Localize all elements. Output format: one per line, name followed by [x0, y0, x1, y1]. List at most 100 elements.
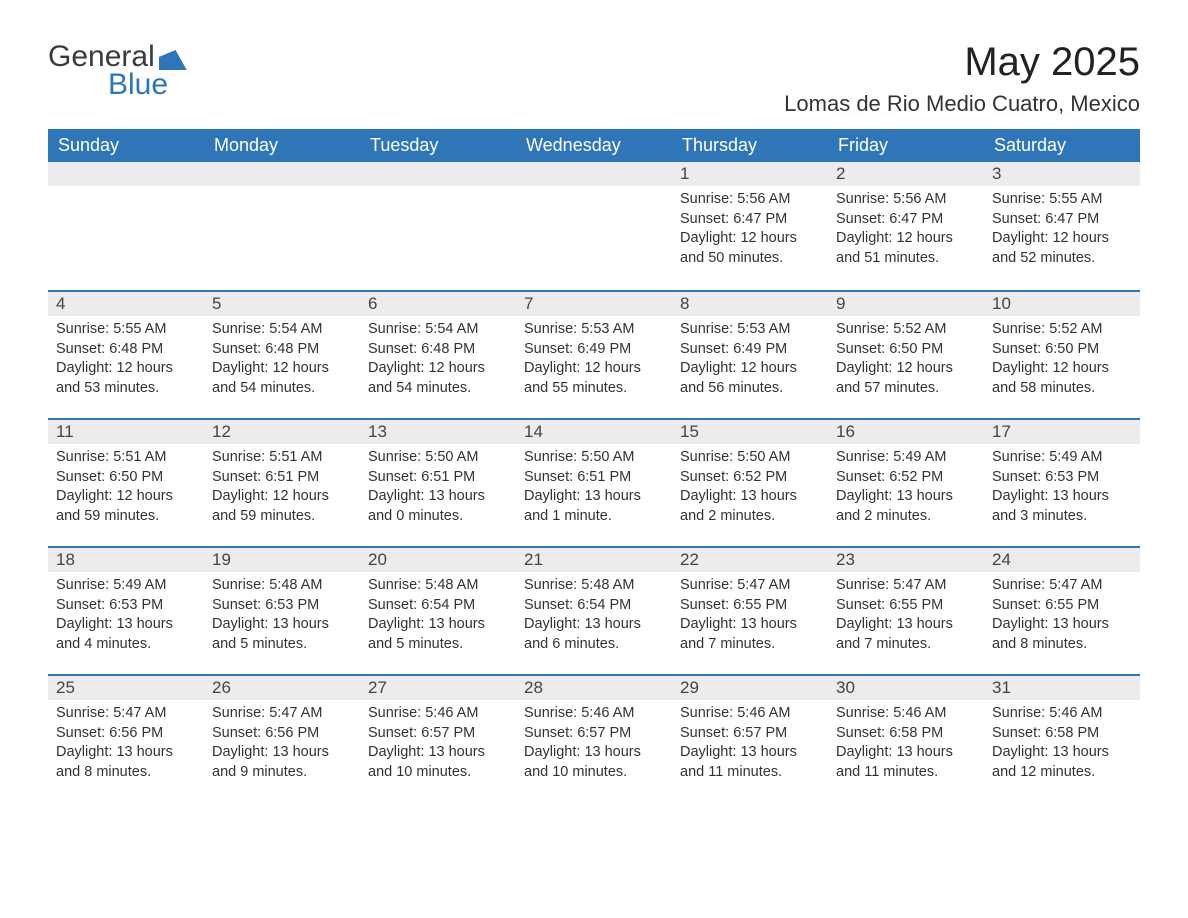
day-number: 30: [828, 674, 984, 700]
calendar-day: 20Sunrise: 5:48 AMSunset: 6:54 PMDayligh…: [360, 546, 516, 674]
calendar-day: 3Sunrise: 5:55 AMSunset: 6:47 PMDaylight…: [984, 162, 1140, 290]
calendar-day-empty: [204, 162, 360, 290]
calendar-day: 27Sunrise: 5:46 AMSunset: 6:57 PMDayligh…: [360, 674, 516, 802]
day-number: 28: [516, 674, 672, 700]
day-details: Sunrise: 5:55 AMSunset: 6:47 PMDaylight:…: [984, 186, 1140, 276]
calendar-week: 11Sunrise: 5:51 AMSunset: 6:50 PMDayligh…: [48, 418, 1140, 546]
calendar-day: 7Sunrise: 5:53 AMSunset: 6:49 PMDaylight…: [516, 290, 672, 418]
day-number: 29: [672, 674, 828, 700]
day-number: 2: [828, 162, 984, 186]
weekday-wednesday: Wednesday: [516, 129, 672, 162]
day-number: 14: [516, 418, 672, 444]
day-number: 24: [984, 546, 1140, 572]
day-details: Sunrise: 5:50 AMSunset: 6:51 PMDaylight:…: [360, 444, 516, 534]
calendar-day-empty: [516, 162, 672, 290]
weekday-friday: Friday: [828, 129, 984, 162]
day-details: Sunrise: 5:47 AMSunset: 6:55 PMDaylight:…: [672, 572, 828, 662]
calendar-day: 16Sunrise: 5:49 AMSunset: 6:52 PMDayligh…: [828, 418, 984, 546]
calendar-day: 17Sunrise: 5:49 AMSunset: 6:53 PMDayligh…: [984, 418, 1140, 546]
day-number: 19: [204, 546, 360, 572]
calendar-day: 23Sunrise: 5:47 AMSunset: 6:55 PMDayligh…: [828, 546, 984, 674]
day-details: Sunrise: 5:48 AMSunset: 6:53 PMDaylight:…: [204, 572, 360, 662]
calendar-week: 1Sunrise: 5:56 AMSunset: 6:47 PMDaylight…: [48, 162, 1140, 290]
day-details: Sunrise: 5:46 AMSunset: 6:57 PMDaylight:…: [672, 700, 828, 790]
day-details: Sunrise: 5:47 AMSunset: 6:55 PMDaylight:…: [984, 572, 1140, 662]
day-number: 9: [828, 290, 984, 316]
day-number: 10: [984, 290, 1140, 316]
weekday-thursday: Thursday: [672, 129, 828, 162]
calendar-week: 25Sunrise: 5:47 AMSunset: 6:56 PMDayligh…: [48, 674, 1140, 802]
day-details: Sunrise: 5:51 AMSunset: 6:50 PMDaylight:…: [48, 444, 204, 534]
day-details: Sunrise: 5:54 AMSunset: 6:48 PMDaylight:…: [360, 316, 516, 406]
day-details: Sunrise: 5:46 AMSunset: 6:58 PMDaylight:…: [828, 700, 984, 790]
day-number: 20: [360, 546, 516, 572]
calendar-day: 22Sunrise: 5:47 AMSunset: 6:55 PMDayligh…: [672, 546, 828, 674]
day-details: Sunrise: 5:56 AMSunset: 6:47 PMDaylight:…: [672, 186, 828, 276]
day-number: 1: [672, 162, 828, 186]
day-details: Sunrise: 5:47 AMSunset: 6:55 PMDaylight:…: [828, 572, 984, 662]
day-details: Sunrise: 5:49 AMSunset: 6:52 PMDaylight:…: [828, 444, 984, 534]
day-number: 25: [48, 674, 204, 700]
day-number: 31: [984, 674, 1140, 700]
day-number: 3: [984, 162, 1140, 186]
calendar-day: 6Sunrise: 5:54 AMSunset: 6:48 PMDaylight…: [360, 290, 516, 418]
day-details: Sunrise: 5:47 AMSunset: 6:56 PMDaylight:…: [48, 700, 204, 790]
weekday-monday: Monday: [204, 129, 360, 162]
logo-text-2: Blue: [108, 68, 168, 102]
day-details: Sunrise: 5:46 AMSunset: 6:57 PMDaylight:…: [360, 700, 516, 790]
calendar-day: 24Sunrise: 5:47 AMSunset: 6:55 PMDayligh…: [984, 546, 1140, 674]
day-details: Sunrise: 5:55 AMSunset: 6:48 PMDaylight:…: [48, 316, 204, 406]
logo-triangle-icon: [159, 50, 187, 70]
calendar-day: 30Sunrise: 5:46 AMSunset: 6:58 PMDayligh…: [828, 674, 984, 802]
title-block: May 2025 Lomas de Rio Medio Cuatro, Mexi…: [784, 40, 1140, 117]
header: General Blue May 2025 Lomas de Rio Medio…: [48, 40, 1140, 117]
day-number: 13: [360, 418, 516, 444]
calendar-day-empty: [360, 162, 516, 290]
day-number: 15: [672, 418, 828, 444]
calendar-body: 1Sunrise: 5:56 AMSunset: 6:47 PMDaylight…: [48, 162, 1140, 802]
day-number: 5: [204, 290, 360, 316]
day-details: Sunrise: 5:48 AMSunset: 6:54 PMDaylight:…: [360, 572, 516, 662]
calendar-day: 10Sunrise: 5:52 AMSunset: 6:50 PMDayligh…: [984, 290, 1140, 418]
day-details: Sunrise: 5:49 AMSunset: 6:53 PMDaylight:…: [48, 572, 204, 662]
day-number: 4: [48, 290, 204, 316]
calendar-day: 4Sunrise: 5:55 AMSunset: 6:48 PMDaylight…: [48, 290, 204, 418]
day-details: Sunrise: 5:47 AMSunset: 6:56 PMDaylight:…: [204, 700, 360, 790]
day-number: 23: [828, 546, 984, 572]
day-details: Sunrise: 5:48 AMSunset: 6:54 PMDaylight:…: [516, 572, 672, 662]
day-number: 7: [516, 290, 672, 316]
calendar-day: 29Sunrise: 5:46 AMSunset: 6:57 PMDayligh…: [672, 674, 828, 802]
location: Lomas de Rio Medio Cuatro, Mexico: [784, 91, 1140, 117]
month-title: May 2025: [784, 40, 1140, 85]
calendar-day: 2Sunrise: 5:56 AMSunset: 6:47 PMDaylight…: [828, 162, 984, 290]
calendar-day: 19Sunrise: 5:48 AMSunset: 6:53 PMDayligh…: [204, 546, 360, 674]
day-number: 17: [984, 418, 1140, 444]
calendar-day: 5Sunrise: 5:54 AMSunset: 6:48 PMDaylight…: [204, 290, 360, 418]
day-details: Sunrise: 5:46 AMSunset: 6:57 PMDaylight:…: [516, 700, 672, 790]
calendar-day-empty: [48, 162, 204, 290]
weekday-saturday: Saturday: [984, 129, 1140, 162]
day-number: 6: [360, 290, 516, 316]
day-details: Sunrise: 5:49 AMSunset: 6:53 PMDaylight:…: [984, 444, 1140, 534]
day-details: Sunrise: 5:52 AMSunset: 6:50 PMDaylight:…: [828, 316, 984, 406]
calendar-day: 28Sunrise: 5:46 AMSunset: 6:57 PMDayligh…: [516, 674, 672, 802]
calendar-day: 12Sunrise: 5:51 AMSunset: 6:51 PMDayligh…: [204, 418, 360, 546]
day-number: 18: [48, 546, 204, 572]
day-number: 8: [672, 290, 828, 316]
calendar-day: 14Sunrise: 5:50 AMSunset: 6:51 PMDayligh…: [516, 418, 672, 546]
calendar-day: 13Sunrise: 5:50 AMSunset: 6:51 PMDayligh…: [360, 418, 516, 546]
calendar-day: 8Sunrise: 5:53 AMSunset: 6:49 PMDaylight…: [672, 290, 828, 418]
calendar-day: 21Sunrise: 5:48 AMSunset: 6:54 PMDayligh…: [516, 546, 672, 674]
calendar-day: 9Sunrise: 5:52 AMSunset: 6:50 PMDaylight…: [828, 290, 984, 418]
day-number: 26: [204, 674, 360, 700]
calendar-day: 15Sunrise: 5:50 AMSunset: 6:52 PMDayligh…: [672, 418, 828, 546]
day-details: Sunrise: 5:54 AMSunset: 6:48 PMDaylight:…: [204, 316, 360, 406]
day-details: Sunrise: 5:46 AMSunset: 6:58 PMDaylight:…: [984, 700, 1140, 790]
weekday-sunday: Sunday: [48, 129, 204, 162]
calendar-day: 25Sunrise: 5:47 AMSunset: 6:56 PMDayligh…: [48, 674, 204, 802]
logo: General Blue: [48, 40, 187, 102]
weekday-tuesday: Tuesday: [360, 129, 516, 162]
calendar-day: 18Sunrise: 5:49 AMSunset: 6:53 PMDayligh…: [48, 546, 204, 674]
calendar-table: SundayMondayTuesdayWednesdayThursdayFrid…: [48, 129, 1140, 802]
calendar-head: SundayMondayTuesdayWednesdayThursdayFrid…: [48, 129, 1140, 162]
